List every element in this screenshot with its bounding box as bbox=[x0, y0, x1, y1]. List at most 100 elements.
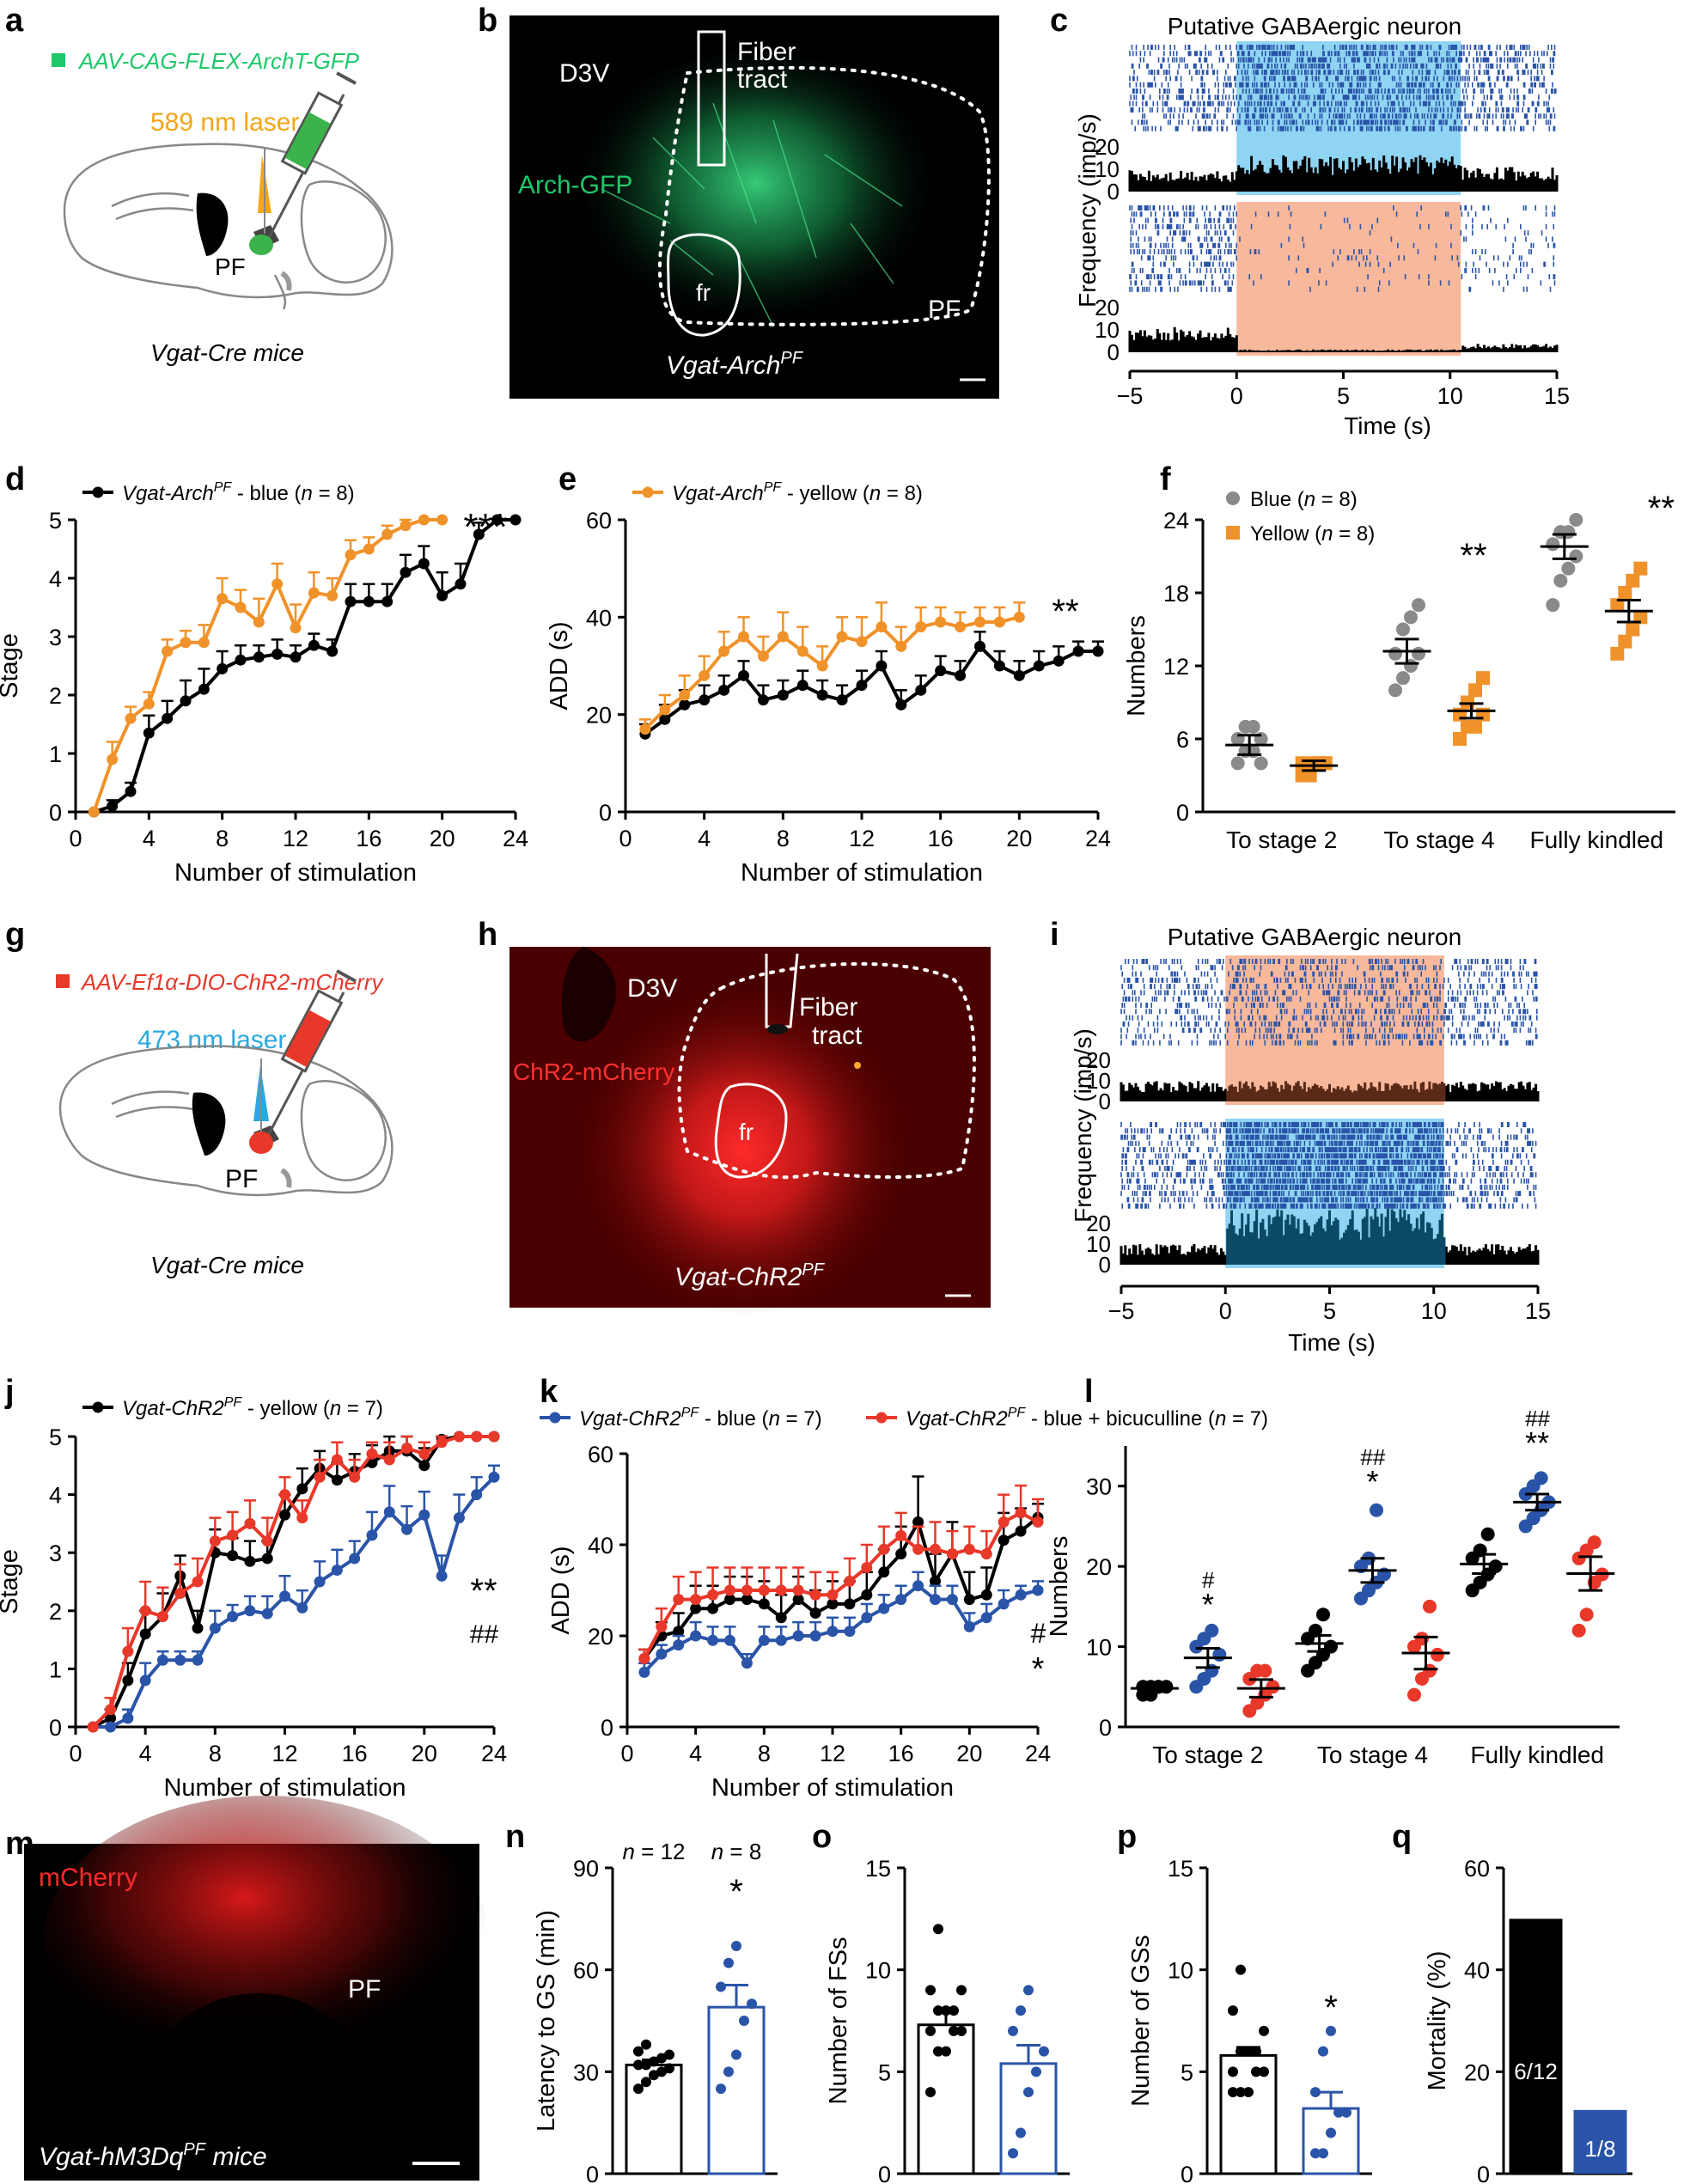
x-tick-label: −5 bbox=[1117, 383, 1144, 409]
category-label: To stage 4 bbox=[1317, 1742, 1428, 1768]
data-point bbox=[827, 1598, 839, 1610]
data-point bbox=[895, 1594, 907, 1606]
data-point bbox=[122, 1675, 134, 1687]
significance-label: * bbox=[1202, 1587, 1214, 1622]
data-point bbox=[1412, 646, 1425, 661]
fr-label: fr bbox=[739, 1119, 754, 1145]
gfp-fluorescence bbox=[567, 52, 945, 344]
y-tick-label: 20 bbox=[586, 703, 612, 729]
x-tick-label: 10 bbox=[1421, 1298, 1447, 1324]
data-point bbox=[878, 1543, 890, 1555]
y-tick-label: 5 bbox=[49, 508, 62, 534]
y-axis-label: Numbers bbox=[1046, 1536, 1073, 1638]
series-line bbox=[93, 1475, 496, 1729]
data-point bbox=[664, 2049, 674, 2060]
data-point bbox=[963, 1543, 975, 1555]
significance-label: ## bbox=[469, 1620, 498, 1649]
data-point bbox=[1230, 756, 1245, 771]
data-point bbox=[758, 1598, 770, 1610]
data-point bbox=[1039, 2046, 1049, 2057]
virus-label: AAV-Ef1α-DIO-ChR2-mCherry bbox=[80, 969, 384, 995]
data-point bbox=[946, 1594, 958, 1606]
data-point bbox=[690, 1602, 702, 1614]
panel-letter: q bbox=[1392, 1819, 1412, 1855]
y-tick-label: 0 bbox=[1099, 1715, 1112, 1741]
data-point bbox=[792, 1630, 804, 1642]
data-point bbox=[679, 699, 691, 711]
psth-histogram bbox=[1128, 167, 1559, 192]
bar bbox=[625, 2063, 683, 2175]
data-point bbox=[105, 1704, 117, 1716]
data-point bbox=[180, 637, 192, 649]
data-point bbox=[308, 639, 320, 651]
data-point bbox=[777, 631, 789, 643]
data-point bbox=[488, 1471, 500, 1483]
data-point bbox=[107, 800, 119, 812]
data-point bbox=[930, 1594, 941, 1606]
data-point bbox=[192, 1654, 204, 1666]
series-red bbox=[87, 1431, 500, 1733]
data-point bbox=[1236, 1964, 1246, 1975]
data-point bbox=[227, 1550, 239, 1562]
data-point bbox=[1033, 660, 1045, 672]
x-tick-label: 12 bbox=[820, 1741, 845, 1766]
data-point bbox=[227, 1611, 239, 1623]
data-point bbox=[1251, 2046, 1261, 2057]
category-label: Fully kindled bbox=[1470, 1742, 1604, 1768]
data-point bbox=[949, 2025, 959, 2036]
y-axis-label: Stage bbox=[0, 1549, 23, 1614]
data-point bbox=[366, 1448, 378, 1460]
y-tick-label: 0 bbox=[1107, 179, 1120, 204]
raster-ylabel: Frequency (imp/s) bbox=[1074, 113, 1101, 308]
data-point bbox=[139, 1628, 151, 1640]
x-tick-label: 16 bbox=[888, 1741, 914, 1766]
data-point bbox=[895, 1529, 907, 1541]
data-point bbox=[296, 1601, 308, 1614]
x-tick-label: 16 bbox=[928, 826, 954, 851]
category-label: CNO bbox=[1573, 2181, 1626, 2184]
y-tick-label: 40 bbox=[588, 1533, 613, 1559]
pf-boundary bbox=[657, 65, 991, 326]
data-point bbox=[1015, 1589, 1027, 1601]
bar bbox=[1302, 2107, 1360, 2175]
category-label: To stage 4 bbox=[1383, 827, 1494, 853]
data-point bbox=[1318, 2148, 1328, 2159]
data-point bbox=[933, 1924, 943, 1935]
virus-label: AAV-CAG-FLEX-ArchT-GFP bbox=[77, 48, 360, 74]
data-point bbox=[1318, 2046, 1328, 2057]
data-point bbox=[876, 660, 888, 672]
legend-marker bbox=[642, 486, 654, 498]
data-point bbox=[174, 1654, 186, 1666]
psth-histogram bbox=[1226, 1081, 1446, 1101]
data-point bbox=[349, 1471, 361, 1483]
psth-histogram bbox=[1237, 349, 1462, 352]
x-tick-label: 10 bbox=[1437, 383, 1463, 409]
category-label: To stage 2 bbox=[1152, 1742, 1263, 1768]
data-point bbox=[809, 1589, 821, 1601]
data-point bbox=[796, 645, 808, 657]
data-point bbox=[1626, 573, 1640, 588]
brain-structure bbox=[280, 271, 292, 291]
data-point bbox=[641, 2059, 651, 2071]
series-line bbox=[644, 644, 1098, 735]
data-point bbox=[1626, 622, 1640, 637]
y-tick-label: 10 bbox=[1095, 317, 1120, 343]
data-point bbox=[1569, 513, 1583, 527]
data-point bbox=[1546, 537, 1560, 552]
data-point bbox=[1388, 683, 1402, 698]
chart-p: p 0 5 10 15 Number of GSs Saline CNO * bbox=[1117, 1819, 1372, 2184]
data-point bbox=[758, 1634, 770, 1646]
data-point bbox=[453, 1431, 465, 1443]
data-point bbox=[418, 1460, 430, 1472]
data-point bbox=[418, 558, 430, 570]
data-point bbox=[261, 1607, 273, 1620]
data-point bbox=[107, 753, 119, 766]
x-tick-label: 12 bbox=[283, 826, 308, 851]
data-point bbox=[844, 1626, 856, 1638]
data-point bbox=[844, 1575, 856, 1587]
data-point bbox=[633, 2046, 644, 2057]
virus-legend-swatch bbox=[56, 974, 70, 988]
data-point bbox=[718, 684, 730, 696]
raster-ylabel: Frequency (imp/s) bbox=[1070, 1028, 1096, 1223]
